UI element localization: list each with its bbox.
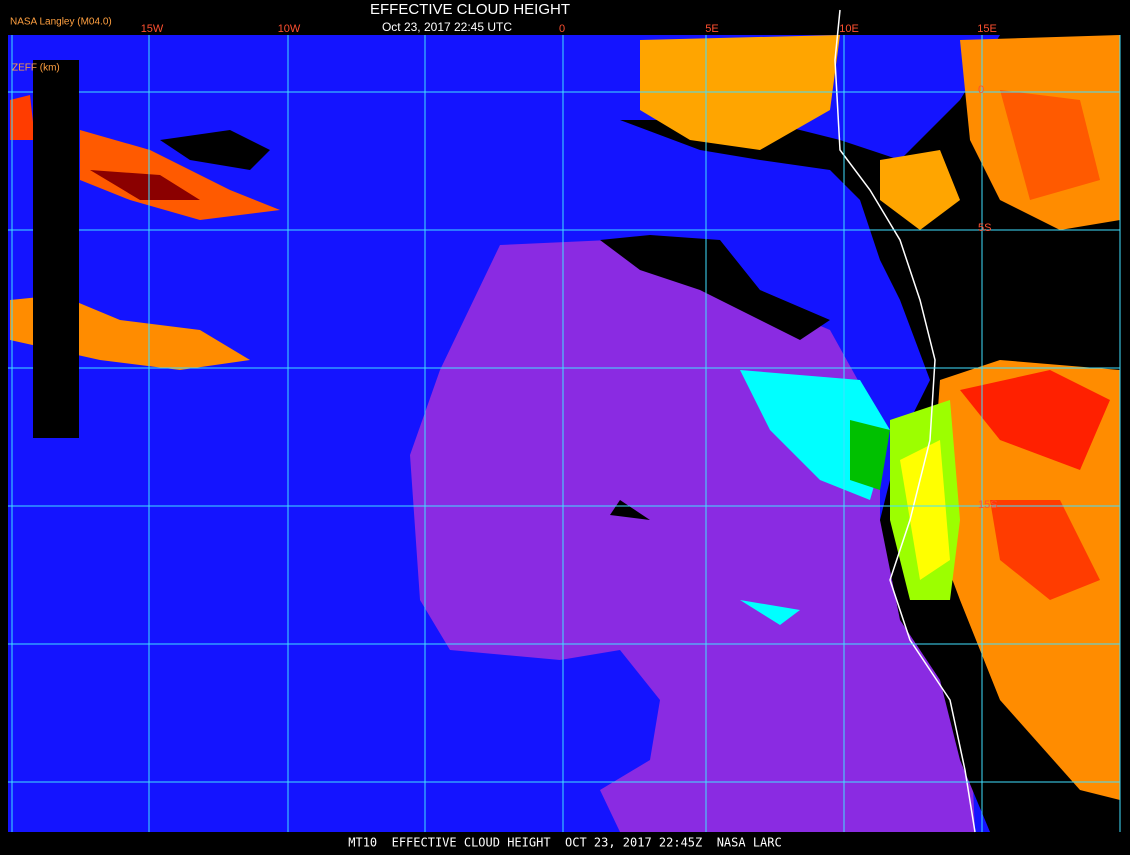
longitude-label: 10E (839, 23, 859, 35)
longitude-label: 5E (705, 23, 718, 35)
legend-title: ZEFF (km) (12, 63, 60, 74)
longitude-label: 15E (977, 23, 997, 35)
clear-region (160, 130, 270, 170)
latitude-label: 5S (978, 222, 991, 234)
mid-cloud (850, 420, 890, 490)
source: NASA Langley (M04.0) (10, 17, 112, 28)
coastline (834, 9, 976, 833)
longitude-label: 10W (278, 23, 301, 35)
high-cloud (10, 95, 35, 140)
legend-box (33, 60, 79, 438)
high-cloud (990, 500, 1100, 600)
subtitle: Oct 23, 2017 22:45 UTC (382, 20, 512, 34)
footer: MT10 EFFECTIVE CLOUD HEIGHT OCT 23, 2017… (348, 836, 781, 850)
longitude-label: 15W (141, 23, 164, 35)
mid-cloud (740, 600, 800, 625)
mid-cloud (900, 440, 950, 580)
high-cloud (90, 170, 200, 200)
high-cloud (960, 370, 1110, 470)
high-cloud (1000, 90, 1100, 200)
longitude-label: 0 (559, 23, 565, 35)
clear-region (610, 500, 650, 520)
clear-region (600, 235, 830, 340)
high-cloud (80, 130, 280, 220)
latitude-label: 15S (978, 499, 998, 511)
high-cloud (880, 150, 960, 230)
title: EFFECTIVE CLOUD HEIGHT (370, 1, 570, 18)
latitude-label: 0 (978, 84, 984, 96)
